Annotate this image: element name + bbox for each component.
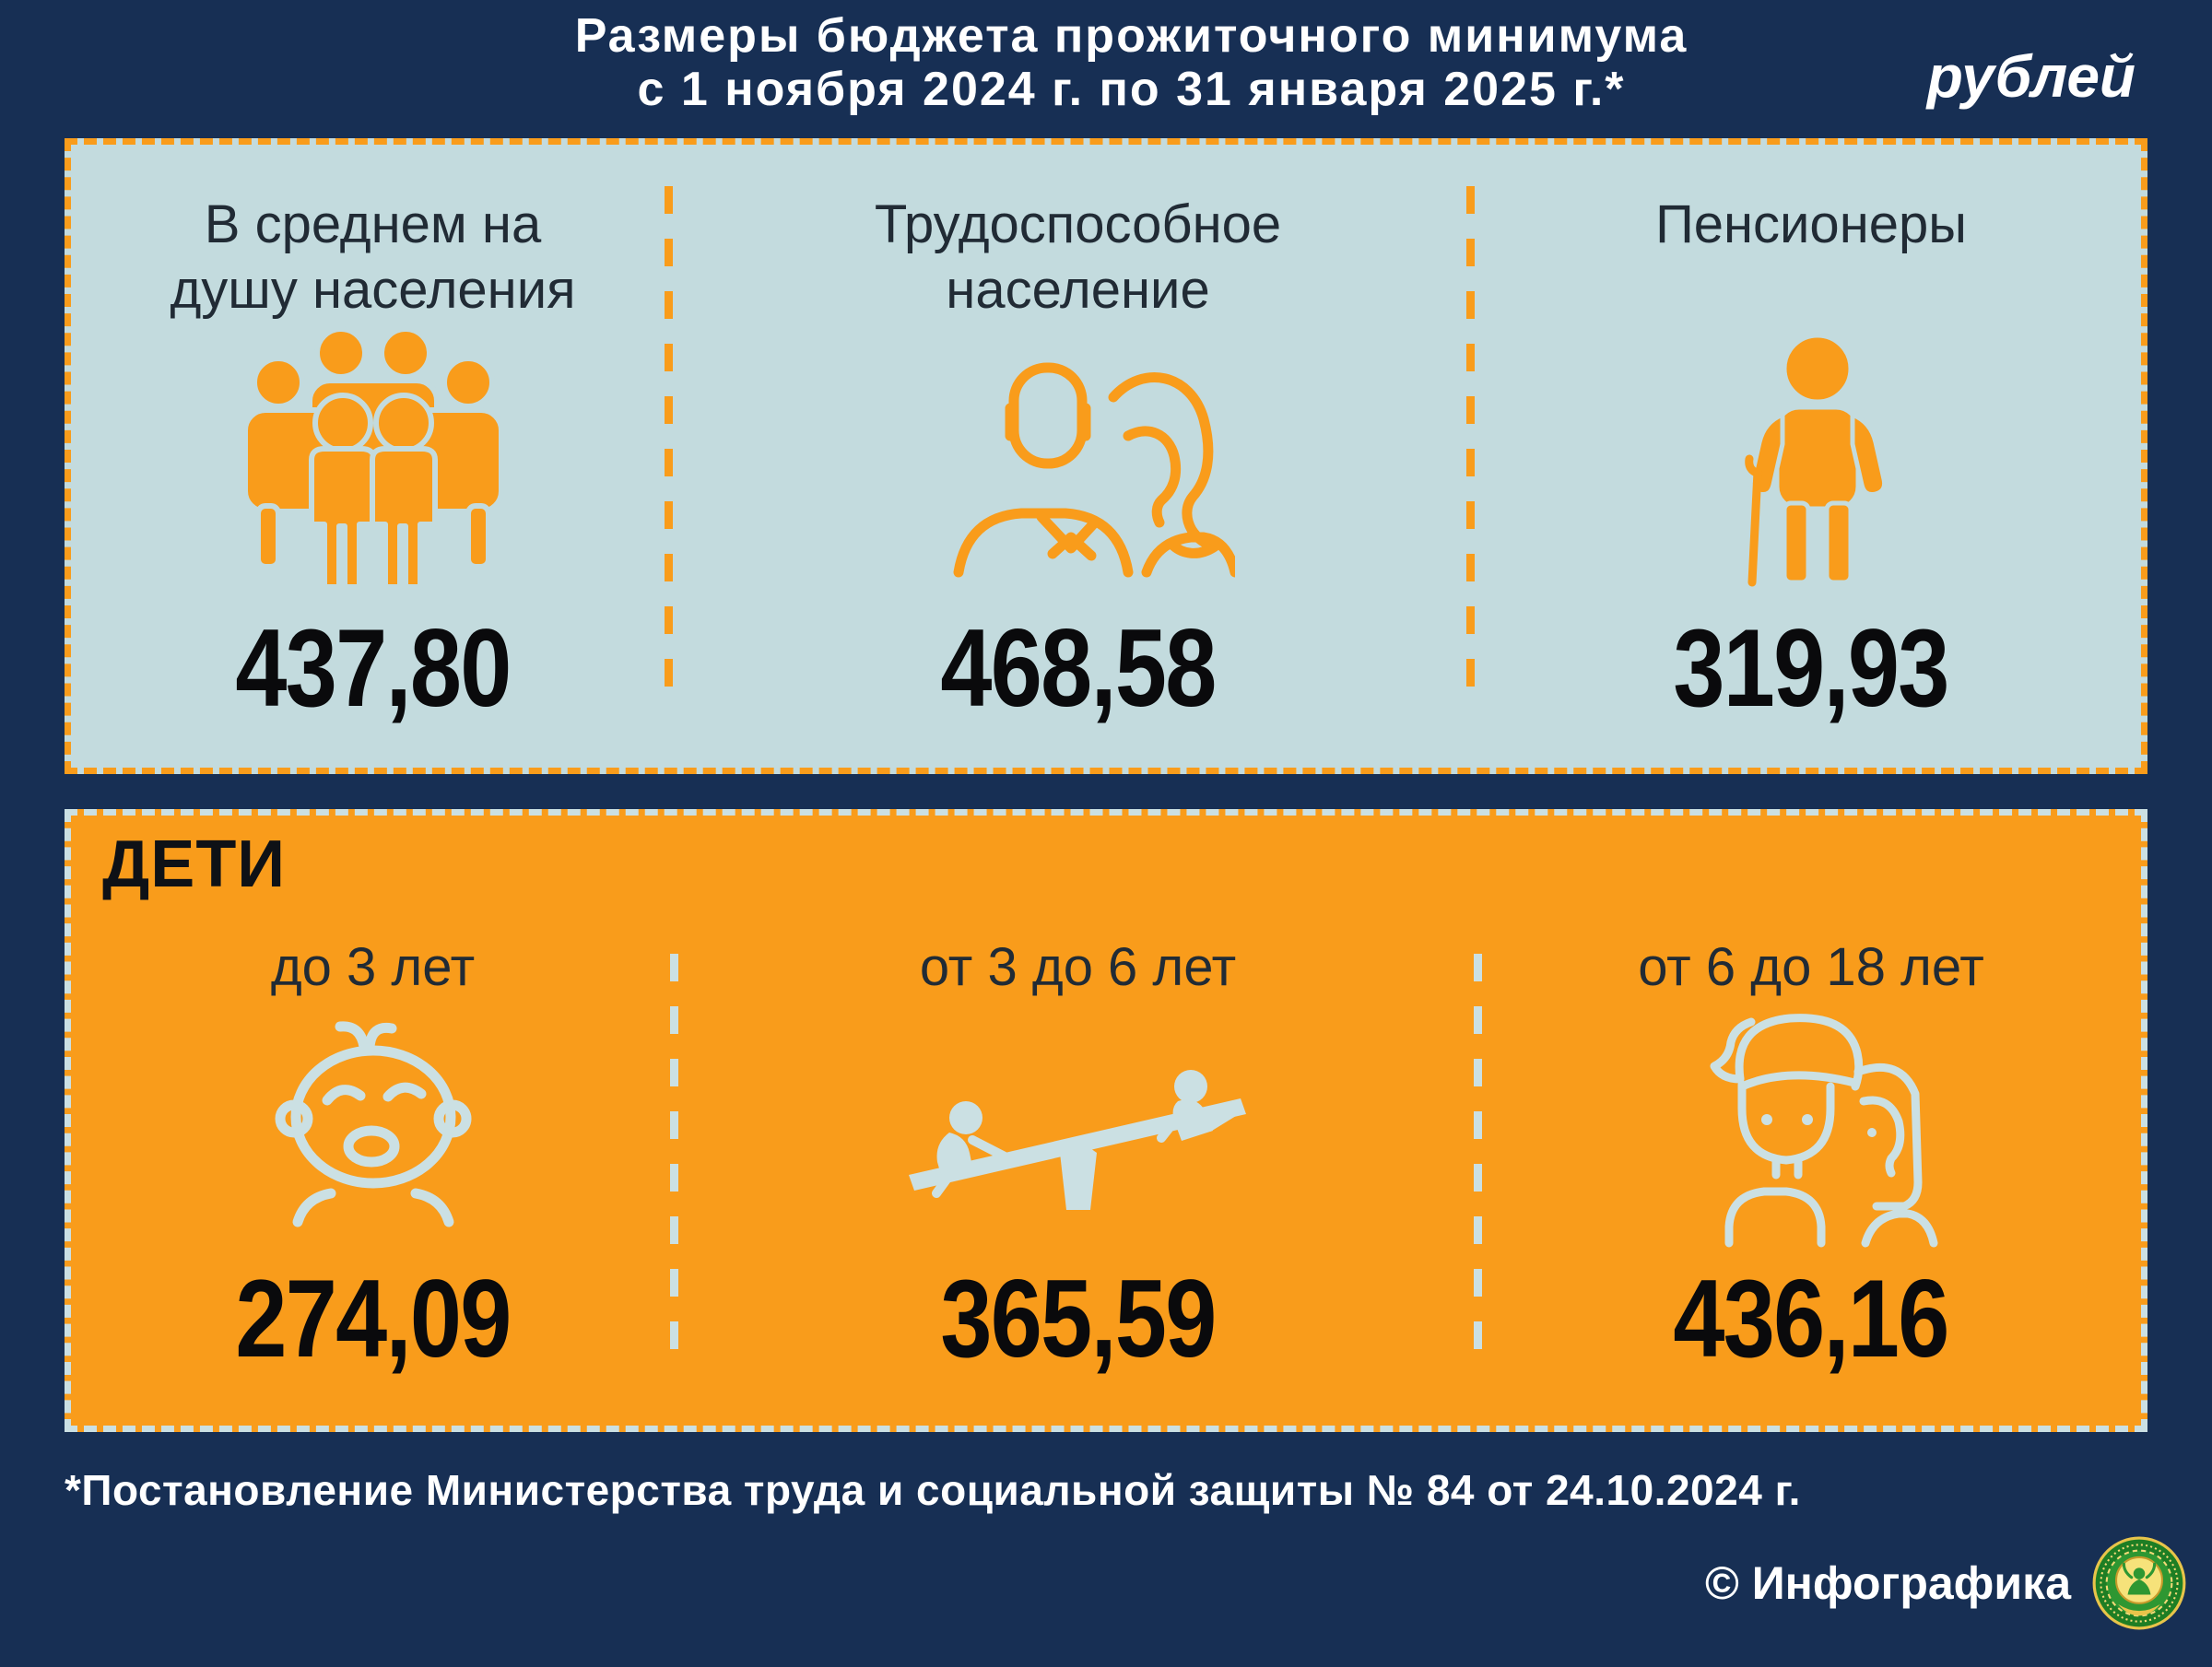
column-label: от 3 до 6 лет bbox=[919, 937, 1237, 997]
boy-girl-icon bbox=[1659, 1000, 1963, 1248]
6-to-18-value: 436,16 bbox=[1673, 1257, 1950, 1380]
ministry-of-labor-emblem-logo bbox=[2091, 1535, 2187, 1631]
per-capita-value: 437,80 bbox=[235, 606, 512, 730]
column-3-to-6: от 3 до 6 лет bbox=[675, 935, 1481, 1374]
column-label: от 6 до 18 лет bbox=[1638, 937, 1984, 997]
page-title-line-1: Размеры бюджета прожиточного минимума bbox=[574, 9, 1688, 63]
column-label: Пенсионеры bbox=[1655, 194, 1967, 254]
page-title: Размеры бюджета прожиточного минимума с … bbox=[0, 9, 2212, 116]
column-label: В среднем на душу населения bbox=[170, 194, 576, 320]
under-3-value: 274,09 bbox=[235, 1257, 512, 1380]
column-working-age: Трудоспособное население bbox=[675, 145, 1481, 723]
children-heading: ДЕТИ bbox=[102, 828, 287, 901]
column-per-capita: В среднем на душу населения bbox=[71, 145, 675, 723]
column-divider bbox=[665, 186, 673, 708]
pensioner-icon bbox=[1714, 331, 1908, 589]
man-woman-icon bbox=[922, 331, 1235, 589]
working-age-value: 468,58 bbox=[940, 606, 1217, 730]
seesaw-icon bbox=[885, 1000, 1272, 1239]
column-label: до 3 лет bbox=[270, 937, 476, 997]
3-to-6-value: 365,59 bbox=[940, 1257, 1217, 1380]
children-card: ДЕТИ до 3 лет bbox=[65, 809, 2147, 1432]
pensioners-value: 319,93 bbox=[1673, 606, 1950, 730]
column-divider bbox=[1466, 186, 1475, 708]
page-title-line-2: с 1 ноября 2024 г. по 31 января 2025 г.* bbox=[637, 63, 1626, 117]
column-under-3: до 3 лет 274,09 bbox=[71, 935, 675, 1374]
column-divider bbox=[670, 954, 678, 1373]
column-divider bbox=[1474, 954, 1482, 1373]
column-6-to-18: от 6 до 18 лет bbox=[1481, 935, 2141, 1374]
column-label: Трудоспособное население bbox=[874, 194, 1282, 320]
column-pensioners: Пенсионеры bbox=[1481, 145, 2141, 723]
footnote: *Постановление Министерства труда и соци… bbox=[65, 1466, 1801, 1514]
copyright-credit: © Инфографика bbox=[1705, 1535, 2187, 1631]
people-group-icon bbox=[221, 326, 525, 590]
adults-card: В среднем на душу населения bbox=[65, 138, 2147, 774]
currency-unit-label: рублей bbox=[1926, 43, 2136, 110]
baby-icon bbox=[253, 1000, 493, 1239]
copyright-label: © Инфографика bbox=[1705, 1557, 2071, 1609]
